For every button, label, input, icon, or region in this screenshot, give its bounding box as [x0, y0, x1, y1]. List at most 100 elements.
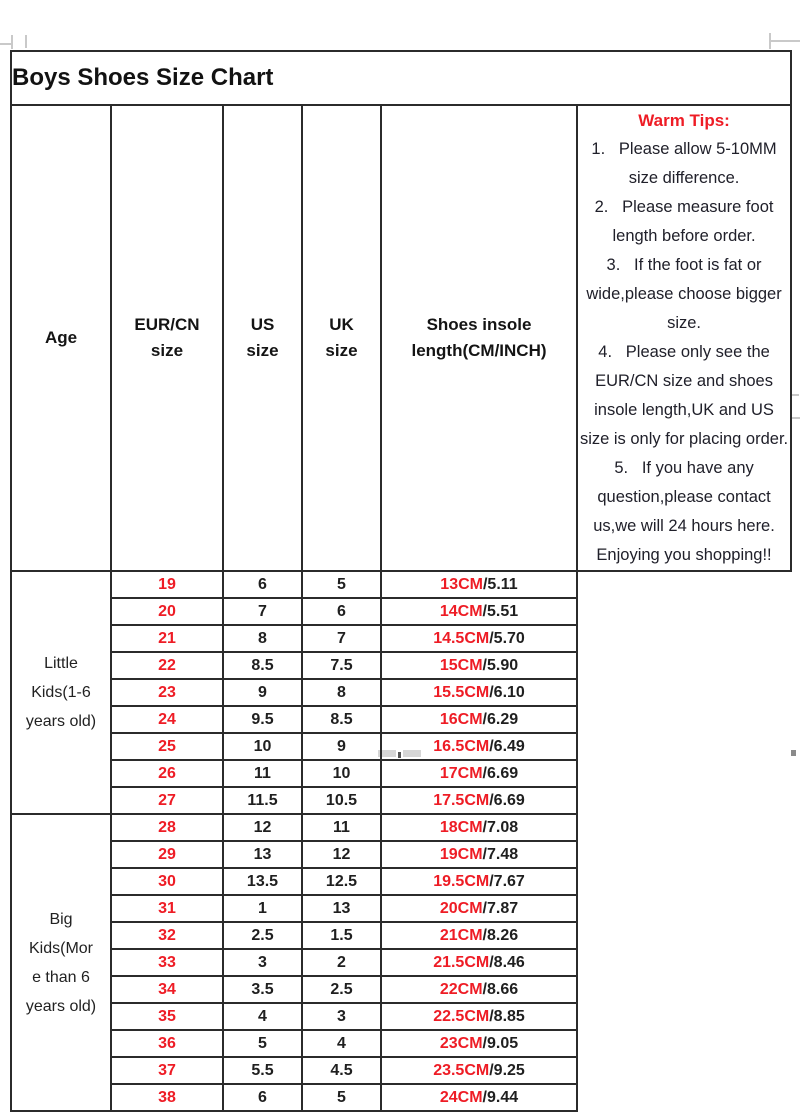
us-size-cell: 3	[222, 948, 303, 977]
warm-tips-cell: Warm Tips: 1. Please allow 5-10MM size d…	[575, 104, 793, 572]
screenshot-artifact	[0, 43, 12, 45]
tip-item: 5. If you have any question,please conta…	[593, 459, 775, 564]
insole-cm-value: 15CM	[439, 656, 483, 674]
insole-inch-value: /5.70	[489, 629, 525, 647]
eur-size-cell: 28	[110, 813, 224, 842]
insole-cm-value: 18CM	[439, 818, 483, 836]
eur-size-cell: 36	[110, 1029, 224, 1058]
insole-cm-value: 14.5CM	[433, 629, 490, 647]
insole-inch-value: /6.69	[482, 764, 519, 782]
insole-inch-value: /9.44	[482, 1088, 519, 1106]
us-size-cell: 11.5	[222, 786, 303, 815]
insole-length-cell: 15CM/5.90	[380, 651, 578, 680]
tip-item: 2. Please measure foot length before ord…	[594, 198, 774, 245]
table-row: 30 13.5 12.5 19.5CM/7.67	[11, 867, 791, 896]
eur-size-cell: 26	[110, 759, 224, 788]
insole-inch-value: /5.51	[482, 602, 519, 620]
us-size-cell: 10	[222, 732, 303, 761]
insole-cm-value: 24CM	[439, 1088, 483, 1106]
insole-inch-value: /8.26	[482, 926, 519, 944]
insole-cm-value: 22.5CM	[433, 1007, 490, 1025]
eur-size-cell: 34	[110, 975, 224, 1004]
table-row: Little Kids(1-6 years old) 19 6 5 13CM/5.11	[10, 570, 791, 815]
us-size-cell: 12	[222, 813, 303, 842]
insole-inch-value: /7.08	[482, 818, 519, 836]
us-size-cell: 5.5	[222, 1056, 303, 1085]
column-header-age: Age	[10, 104, 112, 572]
column-header-insole: Shoes insole length(CM/INCH)	[380, 104, 578, 572]
insole-cm-value: 17.5CM	[433, 791, 490, 809]
insole-length-cell: 16.5CM/6.49	[380, 732, 578, 761]
insole-cm-value: 21CM	[439, 926, 483, 944]
table-row: 26 11 10 17CM/6.69	[11, 759, 791, 788]
insole-cm-value: 19.5CM	[433, 872, 490, 890]
us-size-cell: 9	[222, 678, 303, 707]
page-title: Boys Shoes Size Chart	[9, 50, 793, 106]
insole-length-cell: 20CM/7.87	[380, 894, 578, 923]
uk-size-cell: 3	[301, 1002, 382, 1031]
uk-size-cell: 5	[301, 1083, 382, 1112]
us-size-cell: 6	[222, 570, 303, 599]
insole-length-cell: 13CM/5.11	[380, 570, 578, 599]
table-row: 25 10 9 16.5CM/6.49	[11, 732, 791, 761]
eur-size-cell: 30	[110, 867, 224, 896]
table-row: 29 13 12 19CM/7.48	[11, 840, 791, 869]
insole-inch-value: /7.67	[489, 872, 525, 890]
table-row: 37 5.5 4.5 23.5CM/9.25	[11, 1056, 791, 1085]
size-rows: Little Kids(1-6 years old) 19 6 5 13CM/5.11 20 7…	[10, 570, 791, 1112]
insole-length-cell: 19.5CM/7.67	[380, 867, 578, 896]
uk-size-cell: 10	[301, 759, 382, 788]
uk-size-cell: 1.5	[301, 921, 382, 950]
screenshot-artifact	[790, 417, 800, 419]
insole-inch-value: /6.10	[489, 683, 525, 701]
uk-size-cell: 12.5	[301, 867, 382, 896]
uk-size-cell: 11	[301, 813, 382, 842]
uk-size-cell: 7.5	[301, 651, 382, 680]
eur-size-cell: 35	[110, 1002, 224, 1031]
eur-size-cell: 22	[110, 651, 224, 680]
insole-cm-value: 16.5CM	[433, 737, 490, 755]
insole-cm-value: 19CM	[439, 845, 483, 863]
insole-cm-value: 23CM	[439, 1034, 483, 1052]
uk-size-cell: 6	[301, 597, 382, 626]
insole-inch-value: /6.29	[482, 710, 519, 728]
insole-length-cell: 23.5CM/9.25	[380, 1056, 578, 1085]
screenshot-artifact	[791, 750, 796, 756]
insole-cm-value: 14CM	[439, 602, 483, 620]
insole-inch-value: /6.69	[489, 791, 525, 809]
table-row: 21 8 7 14.5CM/5.70	[11, 624, 791, 653]
screenshot-artifact	[25, 35, 27, 48]
insole-length-cell: 24CM/9.44	[380, 1083, 578, 1112]
us-size-cell: 9.5	[222, 705, 303, 734]
us-size-cell: 4	[222, 1002, 303, 1031]
eur-size-cell: 29	[110, 840, 224, 869]
insole-cm-value: 16CM	[439, 710, 483, 728]
insole-inch-value: /7.48	[482, 845, 519, 863]
size-chart-table: Boys Shoes Size Chart Age EUR/CN size US s…	[9, 50, 793, 1112]
insole-cm-value: 15.5CM	[433, 683, 490, 701]
table-row: 23 9 8 15.5CM/6.10	[11, 678, 791, 707]
table-row: 27 11.5 10.5 17.5CM/6.69	[11, 786, 791, 815]
us-size-cell: 3.5	[222, 975, 303, 1004]
us-size-cell: 6	[222, 1083, 303, 1112]
tip-item: 1. Please allow 5-10MM size difference.	[591, 140, 777, 187]
insole-inch-value: /6.49	[489, 737, 525, 755]
warm-tips-heading: Warm Tips:	[638, 111, 730, 130]
insole-inch-value: /5.11	[482, 575, 518, 593]
eur-size-cell: 25	[110, 732, 224, 761]
us-size-cell: 1	[222, 894, 303, 923]
insole-length-cell: 16CM/6.29	[380, 705, 578, 734]
uk-size-cell: 12	[301, 840, 382, 869]
insole-inch-value: /8.46	[489, 953, 525, 971]
table-row: 20 7 6 14CM/5.51	[11, 597, 791, 626]
us-size-cell: 8.5	[222, 651, 303, 680]
uk-size-cell: 8.5	[301, 705, 382, 734]
table-row: 24 9.5 8.5 16CM/6.29	[11, 705, 791, 734]
insole-length-cell: 22.5CM/8.85	[380, 1002, 578, 1031]
uk-size-cell: 2.5	[301, 975, 382, 1004]
insole-cm-value: 17CM	[439, 764, 483, 782]
insole-inch-value: /8.66	[482, 980, 519, 998]
column-header-uk: UK size	[301, 104, 382, 572]
table-row: 36 5 4 23CM/9.05	[11, 1029, 791, 1058]
header-row: Age EUR/CN size US size UK size Shoes insol…	[10, 104, 793, 572]
